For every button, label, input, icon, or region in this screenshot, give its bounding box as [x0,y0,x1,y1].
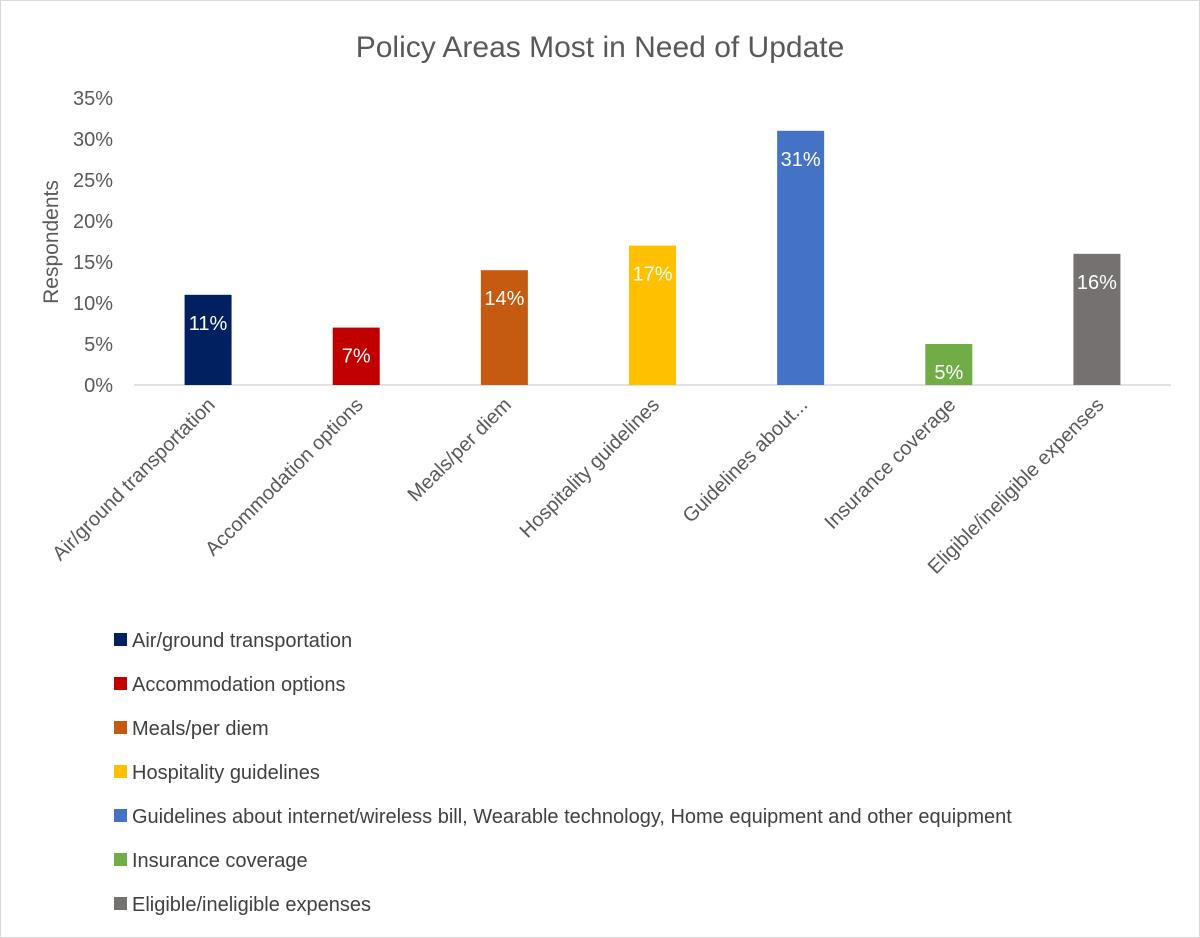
y-tick-label: 30% [73,129,113,151]
x-tick-label: Meals/per diem [404,394,516,506]
data-label: 17% [632,264,672,286]
data-label: 16% [1077,272,1117,294]
legend-entry-label: Air/ground transportation [132,630,352,652]
y-tick-label: 0% [84,375,113,397]
y-tick-label: 25% [73,170,113,192]
legend-entry-label: Guidelines about internet/wireless bill,… [132,806,1012,828]
data-label: 11% [189,313,228,335]
legend-entry-label: Hospitality guidelines [132,762,320,784]
y-tick-label: 35% [73,88,113,110]
x-tick-label: Insurance coverage [821,394,961,534]
legend-swatch [114,809,127,822]
y-tick-label: 20% [73,211,113,233]
x-tick-label: Eligible/ineligible expenses [924,394,1109,579]
y-tick-label: 15% [73,252,113,274]
legend-entry-label: Accommodation options [132,674,345,696]
legend-swatch [114,677,127,690]
x-tick-label: Hospitality guidelines [516,394,664,542]
bar [925,344,973,385]
data-labels: 11% 7% 14% 17% 31% 5% 16% [189,149,1117,384]
legend: Air/ground transportation Accommodation o… [114,630,1012,916]
data-label: 14% [484,288,524,310]
bar [184,294,232,385]
data-label: 7% [342,346,371,368]
y-tick-label: 5% [84,334,113,356]
legend-swatch [114,897,127,910]
y-tick-label: 10% [73,293,113,315]
bars [184,130,1121,385]
x-tick-label: Accommodation options [201,394,367,560]
y-axis-label: Respondents [40,180,63,304]
chart-title: Policy Areas Most in Need of Update [356,31,845,64]
legend-swatch [114,765,127,778]
x-tick-label: Guidelines about... [679,394,812,527]
legend-swatch [114,721,127,734]
x-tick-label: Air/ground transportation [48,394,219,565]
data-label: 31% [781,149,821,171]
bar [1073,253,1121,385]
legend-entry-label: Eligible/ineligible expenses [132,894,371,916]
y-axis-ticks: 0% 5% 10% 15% 20% 25% 30% 35% [73,88,113,397]
legend-swatch [114,853,127,866]
legend-entry-label: Meals/per diem [132,718,269,740]
bar [332,327,380,385]
bar [777,130,825,385]
bar [480,270,528,385]
legend-entry-label: Insurance coverage [132,850,308,872]
bar [629,245,676,385]
legend-swatch [114,633,127,646]
data-label: 5% [934,362,963,384]
